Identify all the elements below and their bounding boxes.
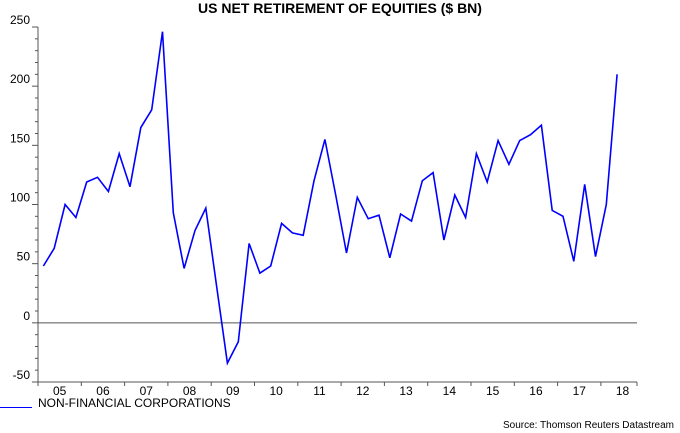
x-tick-label: 18 [616,384,630,398]
y-tick-label: 50 [17,250,31,264]
source-note: Source: Thomson Reuters Datastream [502,420,674,431]
y-tick-label: 100 [10,191,30,205]
legend-swatch [0,406,32,408]
y-tick-label: -50 [13,368,31,382]
x-tick-label: 13 [399,384,413,398]
x-tick-label: 06 [96,384,110,398]
y-tick-label: 0 [23,309,30,323]
chart-title: US NET RETIREMENT OF EQUITIES ($ BN) [198,0,482,16]
y-tick-label: 150 [10,131,30,145]
x-tick-label: 09 [226,384,240,398]
x-tick-label: 10 [269,384,283,398]
x-tick-label: 08 [183,384,197,398]
legend: NON-FINANCIAL CORPORATIONS [0,396,231,410]
x-tick-label: 14 [443,384,457,398]
x-tick-label: 17 [573,384,587,398]
x-tick-label: 16 [529,384,543,398]
x-tick-label: 07 [140,384,154,398]
x-tick-label: 11 [313,384,326,398]
x-tick-label: 12 [356,384,370,398]
legend-label: NON-FINANCIAL CORPORATIONS [38,396,231,410]
series-line [42,31,618,366]
y-tick-label: 200 [10,72,30,86]
x-tick-label: 05 [53,384,67,398]
x-tick-label: 15 [486,384,500,398]
y-tick-label: 250 [10,13,30,27]
